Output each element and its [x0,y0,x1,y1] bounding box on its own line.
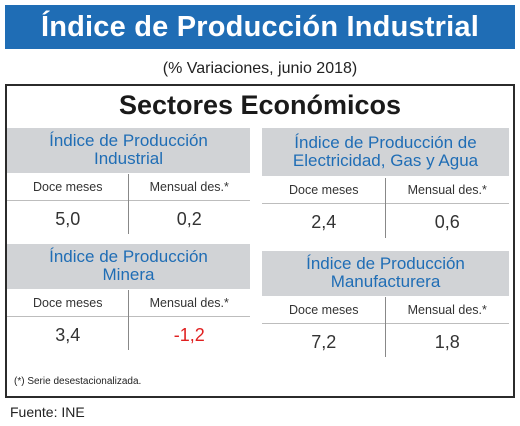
footnote: (*) Serie desestacionalizada. [14,376,142,387]
col-doce-meses: Doce meses [289,303,359,317]
card-values: 2,4 0,6 [262,204,509,240]
card-title-line1: Índice de Producción [306,254,465,273]
divider [385,178,386,238]
card-electricidad: Índice de Producción de Electricidad, Ga… [262,128,509,240]
col-mensual: Mensual des.* [407,183,487,197]
value-doce-meses: 3,4 [55,325,81,345]
card-minera: Índice de Producción Minera Doce meses M… [7,244,250,353]
card-manufacturera: Índice de Producción Manufacturera Doce … [262,251,509,360]
value-mensual: -1,2 [173,325,205,345]
card-title-line1: Índice de Producción [49,131,208,150]
value-doce-meses: 7,2 [311,332,337,352]
card-title-line2: Minera [102,265,155,284]
card-title-line1: Índice de Producción de [294,133,477,152]
card-title-line2: Manufacturera [330,272,441,291]
subtitle: (% Variaciones, junio 2018) [162,60,358,77]
divider [128,174,129,234]
col-doce-meses: Doce meses [33,180,103,194]
divider [385,297,386,357]
divider [128,290,129,350]
card-title: Índice de Producción Minera [7,244,250,289]
value-mensual: 1,8 [434,332,460,352]
card-title-line2: Electricidad, Gas y Agua [292,151,479,170]
card-values: 5,0 0,2 [7,201,250,237]
value-mensual: 0,6 [434,212,460,232]
card-values: 3,4 -1,2 [7,317,250,353]
source-note: Fuente: INE [10,404,85,420]
value-mensual: 0,2 [176,209,202,229]
col-doce-meses: Doce meses [33,296,103,310]
col-doce-meses: Doce meses [289,183,359,197]
card-title: Índice de Producción Manufacturera [262,251,509,296]
card-industrial: Índice de Producción Industrial Doce mes… [7,128,250,237]
card-title-line1: Índice de Producción [49,247,208,266]
col-mensual: Mensual des.* [149,296,229,310]
page-title: Índice de Producción Industrial [5,5,515,49]
card-title: Índice de Producción de Electricidad, Ga… [262,128,509,176]
col-mensual: Mensual des.* [407,303,487,317]
card-values: 7,2 1,8 [262,324,509,360]
section-title: Sectores Económicos [118,90,402,120]
col-mensual: Mensual des.* [149,180,229,194]
card-title: Índice de Producción Industrial [7,128,250,173]
value-doce-meses: 2,4 [311,212,337,232]
value-doce-meses: 5,0 [55,209,81,229]
card-title-line2: Industrial [94,149,163,168]
